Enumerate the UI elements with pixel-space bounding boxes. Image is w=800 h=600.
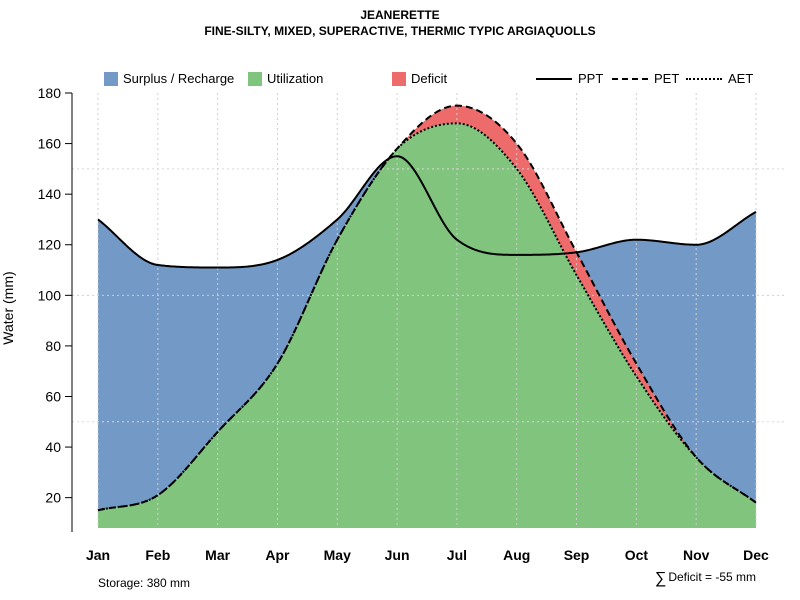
x-tick-label: May — [324, 547, 351, 563]
legend-label-aet: AET — [728, 71, 754, 86]
y-tick-label: 160 — [38, 136, 62, 152]
legend-item-utilization: Utilization — [248, 71, 323, 86]
sigma-icon: ∑ — [654, 570, 667, 587]
utilization-area — [98, 123, 756, 528]
area-layer — [98, 105, 756, 529]
x-tick-label: Nov — [683, 547, 710, 563]
series-line-aet — [97, 122, 757, 512]
legend-swatch-deficit — [392, 71, 406, 86]
y-tick-label: 140 — [38, 186, 62, 202]
deficit-annotation: ∑ Deficit = -55 mm — [655, 570, 756, 588]
legend-label-ppt: PPT — [578, 71, 604, 86]
legend-item-deficit: Deficit — [392, 71, 447, 86]
legend-label-utilization: Utilization — [267, 71, 324, 86]
chart-subtitle: FINE-SILTY, MIXED, SUPERACTIVE, THERMIC … — [204, 24, 596, 38]
y-tick-label: 80 — [45, 338, 61, 354]
axes-layer: 20 40 60 80 100 120 140 160 180 Jan Feb Mar Apr May Ju… — [38, 85, 769, 563]
legend-swatch-surplus — [104, 71, 118, 86]
x-tick-label: Jan — [86, 547, 110, 563]
legend-line-pet — [612, 77, 648, 80]
x-tick-label: Jun — [385, 547, 410, 563]
x-tick-label: Oct — [625, 547, 649, 563]
legend-item-ppt: PPT — [536, 71, 603, 86]
y-axis-label: Water (mm) — [0, 271, 16, 345]
y-tick-label: 60 — [45, 388, 61, 404]
legend-label-surplus: Surplus / Recharge — [123, 71, 235, 86]
y-tick-label: 180 — [38, 85, 62, 101]
storage-annotation: Storage: 380 mm — [98, 576, 191, 590]
deficit-text: Deficit = -55 mm — [668, 570, 756, 584]
series-lines — [97, 104, 757, 512]
grid-layer — [72, 93, 785, 528]
series-line-pet — [97, 104, 757, 512]
y-tick-label: 20 — [45, 490, 61, 506]
y-tick-label: 100 — [38, 287, 62, 303]
series-line-ppt — [97, 155, 757, 269]
legend-item-pet: PET — [612, 71, 679, 86]
x-tick-label: Sep — [564, 547, 590, 563]
legend-label-deficit: Deficit — [411, 71, 448, 86]
x-tick-label: Mar — [205, 547, 230, 563]
x-tick-label: Aug — [503, 547, 530, 563]
legend-label-pet: PET — [654, 71, 680, 86]
legend-swatch-utilization — [248, 71, 262, 86]
legend-item-surplus: Surplus / Recharge — [104, 71, 234, 86]
y-tick-label: 40 — [45, 439, 61, 455]
legend-line-aet — [686, 77, 722, 80]
legend-item-aet: AET — [686, 71, 753, 86]
x-tick-label: Apr — [265, 547, 290, 563]
y-tick-label: 120 — [38, 237, 62, 253]
x-tick-label: Jul — [447, 547, 467, 563]
x-tick-label: Dec — [743, 547, 769, 563]
legend-line-ppt — [536, 77, 572, 80]
x-tick-label: Feb — [145, 547, 170, 563]
chart-title: JEANERETTE — [360, 8, 440, 22]
